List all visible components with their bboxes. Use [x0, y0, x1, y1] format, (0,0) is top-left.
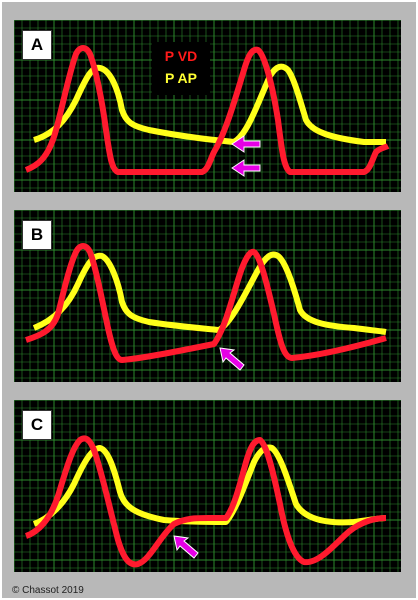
panel-c-plot [14, 400, 401, 572]
panel-b-plot [14, 210, 401, 382]
panel-label-c: C [22, 410, 52, 440]
grid-lines [14, 210, 401, 382]
panel-c: C [14, 400, 401, 572]
legend-rvp: P VD [164, 48, 198, 64]
arrow-c [173, 535, 199, 559]
arrow-lower [231, 159, 261, 177]
pap-curve [33, 63, 386, 145]
legend-pap: P AP [165, 70, 197, 86]
panel-a: A P VD P AP [14, 20, 401, 192]
pap-curve [32, 444, 387, 527]
rvp-curve [24, 45, 390, 175]
legend: P VD P AP [152, 42, 210, 95]
rvp-curve [25, 243, 387, 363]
arrow-upper [231, 135, 261, 153]
panel-label-b: B [22, 220, 52, 250]
copyright: © Chassot 2019 [12, 585, 84, 596]
panel-b: B [14, 210, 401, 382]
rvp-curve [24, 435, 387, 568]
arrow-b [219, 347, 245, 371]
panel-a-plot [14, 20, 401, 192]
panel-label-a: A [22, 30, 52, 60]
